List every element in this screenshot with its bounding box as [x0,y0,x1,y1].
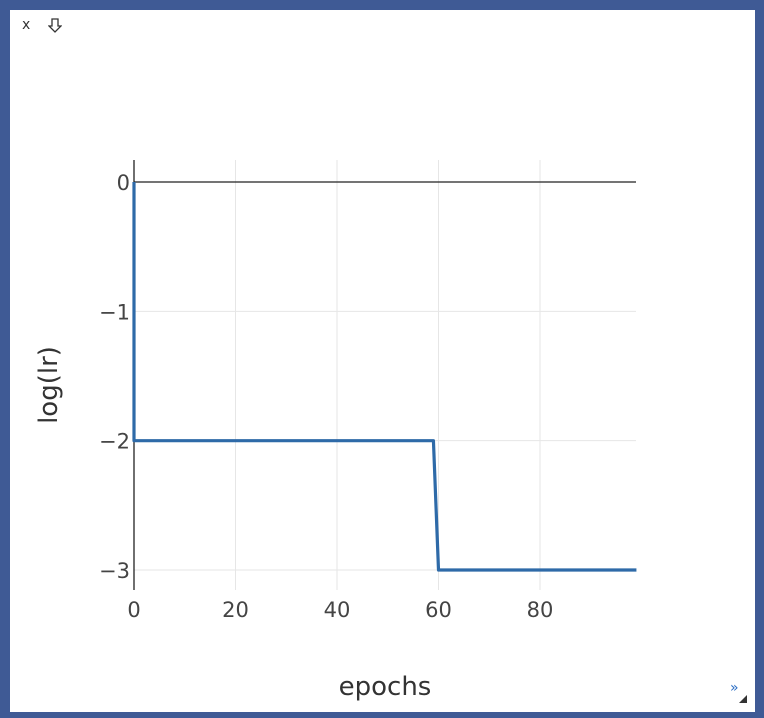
resize-grip-icon[interactable] [739,695,747,703]
x-tick-label: 20 [222,598,249,622]
x-tick-label: 0 [127,598,140,622]
download-icon[interactable] [48,18,62,34]
x-tick-label: 60 [425,598,452,622]
plot-panel: x 0 −1 −2 −3 0 20 40 60 80 epochs log(lr) » [10,10,755,712]
y-tick-label: −1 [99,300,130,324]
x-axis-title: epochs [339,672,432,702]
lr-series-line [132,182,637,572]
expand-button[interactable]: » [730,680,739,696]
x-tick-label: 40 [324,598,351,622]
close-button[interactable]: x [22,17,31,33]
x-tick-label: 80 [527,598,554,622]
y-tick-label: −3 [99,559,130,583]
y-tick-label: −2 [99,430,130,454]
y-axis-title: log(lr) [34,346,64,424]
chart: 0 −1 −2 −3 0 20 40 60 80 epochs log(lr) [34,160,637,702]
y-tick-label: 0 [117,171,130,195]
